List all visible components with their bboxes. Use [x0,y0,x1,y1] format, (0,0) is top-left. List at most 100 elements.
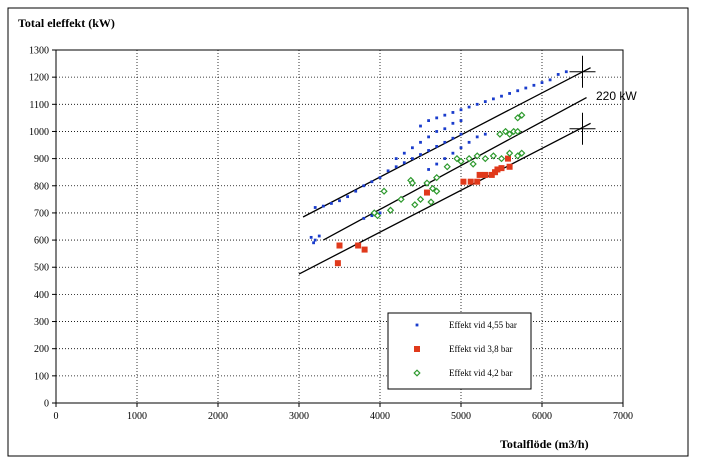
data-point [467,178,474,185]
y-tick-label: 1200 [29,73,49,84]
legend-marker [414,346,420,352]
y-tick-label: 1000 [29,127,49,138]
data-point [317,234,321,238]
data-point [411,157,414,161]
data-point [556,73,560,76]
data-point [497,154,506,163]
data-point [451,111,455,114]
data-point [457,157,465,165]
reference-line [322,96,587,241]
data-point [451,121,455,125]
data-point [338,199,341,203]
data-point [443,163,451,171]
data-point [540,81,544,84]
reference-lines [298,67,591,275]
data-point [435,116,439,120]
data-point [408,179,417,187]
data-point [346,195,349,199]
legend-box [387,312,532,390]
data-point [354,189,358,193]
data-point [321,204,325,208]
data-point [505,149,514,157]
data-point [370,180,374,184]
data-point [501,127,510,136]
legend-label: Effekt vid 4,55 bar [449,320,517,330]
x-tick-label: 4000 [370,411,390,422]
data-point [505,130,514,138]
plot-area [55,49,624,404]
data-point [459,132,463,136]
data-point [411,201,419,209]
y-tick-label: 200 [34,344,49,355]
data-point [518,111,526,119]
data-point [416,195,425,203]
data-point [443,157,447,161]
data-point [518,149,526,157]
x-tick-label: 3000 [289,411,309,422]
data-point [492,97,495,101]
data-point [386,169,390,173]
data-point [514,127,522,136]
data-point [394,165,398,169]
data-point [459,108,463,112]
data-point [378,176,382,180]
data-point [423,189,430,196]
data-point [475,102,479,106]
data-point [500,94,503,98]
data-point [361,246,368,253]
data-point [548,78,552,82]
legend-marker [413,369,421,377]
data-point [467,105,471,109]
data-point [498,165,505,172]
y-tick-label: 900 [34,154,49,165]
data-point [514,152,522,160]
data-point [419,153,422,156]
axis-ticks: 0 1000 2000 3000 4000 5000 6000 7000 0 100 200 300 4… [29,46,633,423]
y-tick-label: 500 [34,263,49,274]
data-point [482,171,489,178]
data-point [373,211,382,220]
data-point [465,154,473,163]
data-point [508,92,511,95]
y-tick-label: 700 [34,208,49,219]
data-point [481,154,489,163]
data-point [394,157,398,161]
data-point [504,155,511,162]
data-point [336,242,343,249]
data-point [483,100,487,103]
x-axis-label: Totalflöde (m3/h) [500,437,589,451]
data-point [483,132,487,136]
data-point [380,187,388,195]
data-point [429,184,437,193]
legend-label: Effekt vid 4,2 bar [449,368,512,378]
data-point [419,140,422,144]
data-point [386,206,395,214]
data-point [402,151,406,155]
data-point [473,152,481,160]
data-point [378,211,382,215]
data-point [564,70,568,74]
data-point [402,161,406,165]
legend: Effekt vid 4,55 bar Effekt vid 3,8 bar Eff… [387,312,532,390]
data-point [459,146,463,150]
data-point [419,124,422,128]
outer-frame [7,7,689,457]
data-point [334,260,341,267]
data-point [427,168,430,171]
data-point [476,171,483,178]
data-point [433,187,441,195]
data-point [451,136,455,140]
y-tick-label: 0 [44,399,49,410]
crosshairs [569,55,596,145]
y-tick-label: 800 [34,181,49,192]
data-points [309,70,568,267]
legend-marker [415,323,419,327]
x-tick-label: 0 [54,411,59,422]
data-point [362,216,366,220]
data-point [313,206,317,209]
data-point [427,149,430,152]
data-point [488,171,495,178]
data-point [516,89,520,93]
reference-line [302,67,591,218]
